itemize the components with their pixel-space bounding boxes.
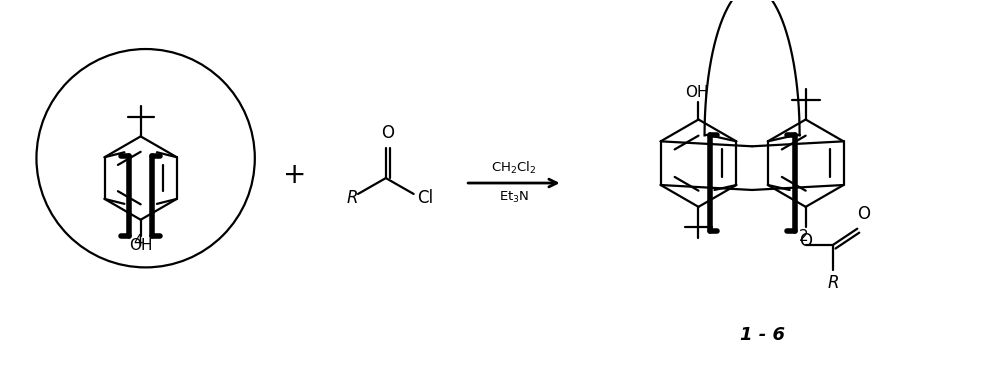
Text: O: O bbox=[799, 232, 812, 250]
Text: R: R bbox=[347, 189, 357, 207]
Text: O: O bbox=[857, 205, 870, 223]
Text: R: R bbox=[828, 274, 839, 292]
Text: 2: 2 bbox=[798, 229, 808, 244]
Text: Et$_3$N: Et$_3$N bbox=[498, 190, 529, 205]
Text: +: + bbox=[283, 161, 306, 189]
Text: 1 - 6: 1 - 6 bbox=[740, 326, 784, 344]
Text: OH: OH bbox=[129, 238, 152, 253]
Text: OH: OH bbox=[685, 85, 708, 100]
Text: 4: 4 bbox=[133, 233, 143, 249]
Text: O: O bbox=[381, 124, 394, 142]
Text: CH$_2$Cl$_2$: CH$_2$Cl$_2$ bbox=[492, 160, 536, 176]
Text: Cl: Cl bbox=[418, 189, 434, 207]
